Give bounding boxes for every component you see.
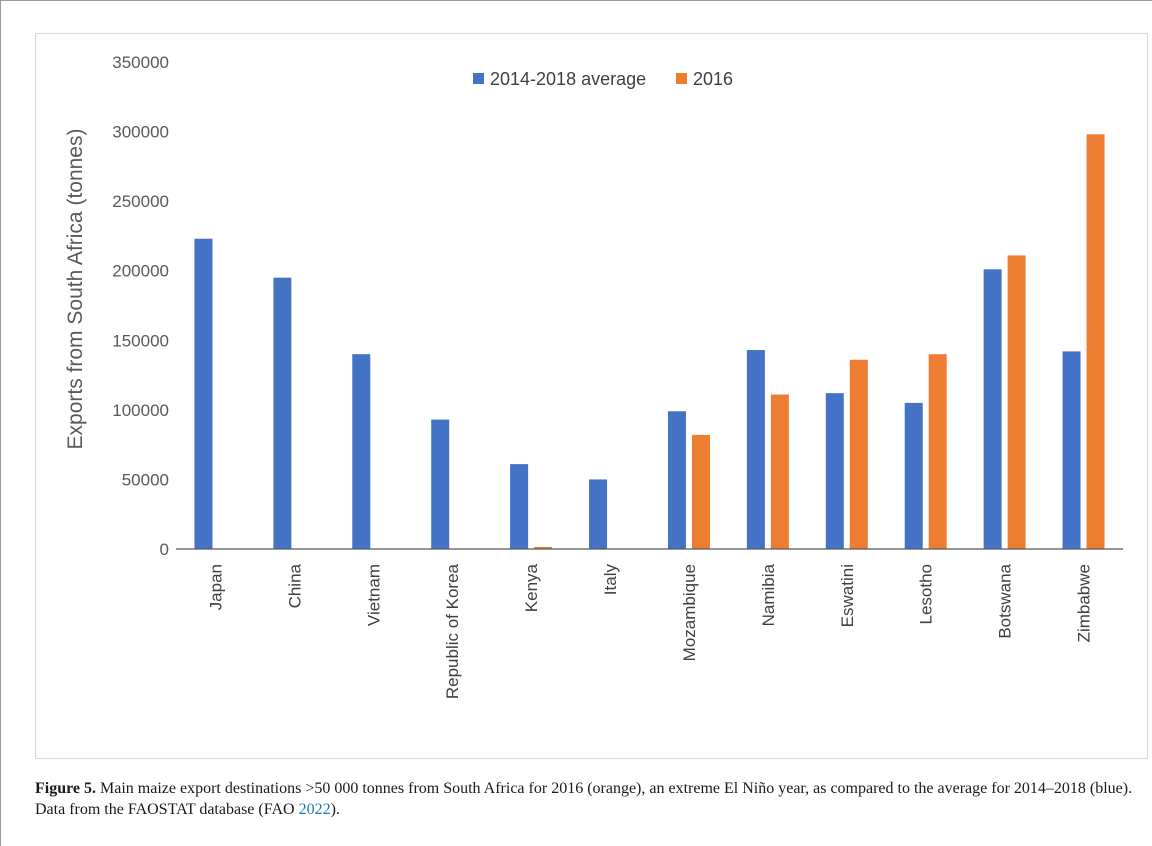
x-tick-label: Eswatini	[838, 564, 857, 627]
bar-average	[667, 411, 686, 549]
x-tick-label: Vietnam	[364, 564, 383, 626]
bar-2016	[770, 394, 789, 549]
y-axis-label: Exports from South Africa (tonnes)	[64, 129, 87, 450]
x-tick-label: Italy	[601, 564, 620, 596]
bar-average	[1062, 351, 1081, 549]
caption-tail: ).	[330, 801, 340, 818]
bar-average	[825, 393, 844, 549]
x-tick-label: Namibia	[759, 563, 778, 626]
figure-label: Figure 5.	[35, 780, 97, 797]
y-tick-label: 300000	[112, 123, 169, 142]
y-tick-label: 200000	[112, 262, 169, 281]
bar-average	[352, 354, 371, 549]
bar-chart: 0 50000 100000 150000 200000 250000 300000 3500…	[64, 53, 1123, 699]
bar-2016	[1086, 134, 1105, 549]
bar-average	[273, 277, 292, 549]
bar-average	[194, 238, 213, 549]
bar-average	[510, 464, 529, 549]
bar-average	[983, 269, 1002, 549]
x-tick-label: Botswana	[996, 563, 1015, 638]
y-tick-label: 50000	[122, 470, 169, 489]
bars	[194, 134, 1105, 549]
x-tick-label: Kenya	[522, 563, 541, 612]
bar-average	[904, 402, 923, 549]
caption-reference-link[interactable]: 2022	[298, 801, 331, 818]
caption-text: Main maize export destinations >50 000 t…	[35, 780, 1133, 818]
bar-average	[431, 419, 450, 549]
legend-swatch	[473, 73, 484, 84]
x-tick-label: Japan	[206, 564, 225, 610]
bar-2016	[928, 354, 947, 549]
x-tick-label: Republic of Korea	[443, 563, 462, 699]
category-labels: Japan China Vietnam Republic of Korea Kenya I…	[206, 563, 1093, 699]
x-tick-label: Zimbabwe	[1075, 564, 1094, 642]
y-tick-label: 0	[160, 540, 169, 559]
y-tick-label: 150000	[112, 331, 169, 350]
x-tick-label: Lesotho	[917, 564, 936, 625]
y-tick-label: 350000	[112, 53, 169, 72]
legend: 2014-2018 average 2016	[473, 69, 733, 89]
x-tick-label: Mozambique	[680, 564, 699, 661]
bar-2016	[849, 359, 868, 549]
y-tick-label: 100000	[112, 401, 169, 420]
bar-2016	[534, 546, 553, 549]
y-tick-label: 250000	[112, 192, 169, 211]
figure-caption: Figure 5. Main maize export destinations…	[35, 778, 1135, 820]
legend-label: 2016	[693, 69, 733, 89]
y-axis-ticks: 0 50000 100000 150000 200000 250000 300000 3500…	[112, 53, 169, 559]
chart-area: 0 50000 100000 150000 200000 250000 300000 3500…	[35, 33, 1148, 759]
bar-average	[746, 350, 765, 549]
bar-2016	[1007, 255, 1026, 549]
x-tick-label: China	[285, 563, 304, 608]
legend-label: 2014-2018 average	[490, 69, 646, 89]
legend-swatch	[676, 73, 687, 84]
bar-average	[589, 479, 608, 549]
bar-2016	[691, 434, 710, 549]
